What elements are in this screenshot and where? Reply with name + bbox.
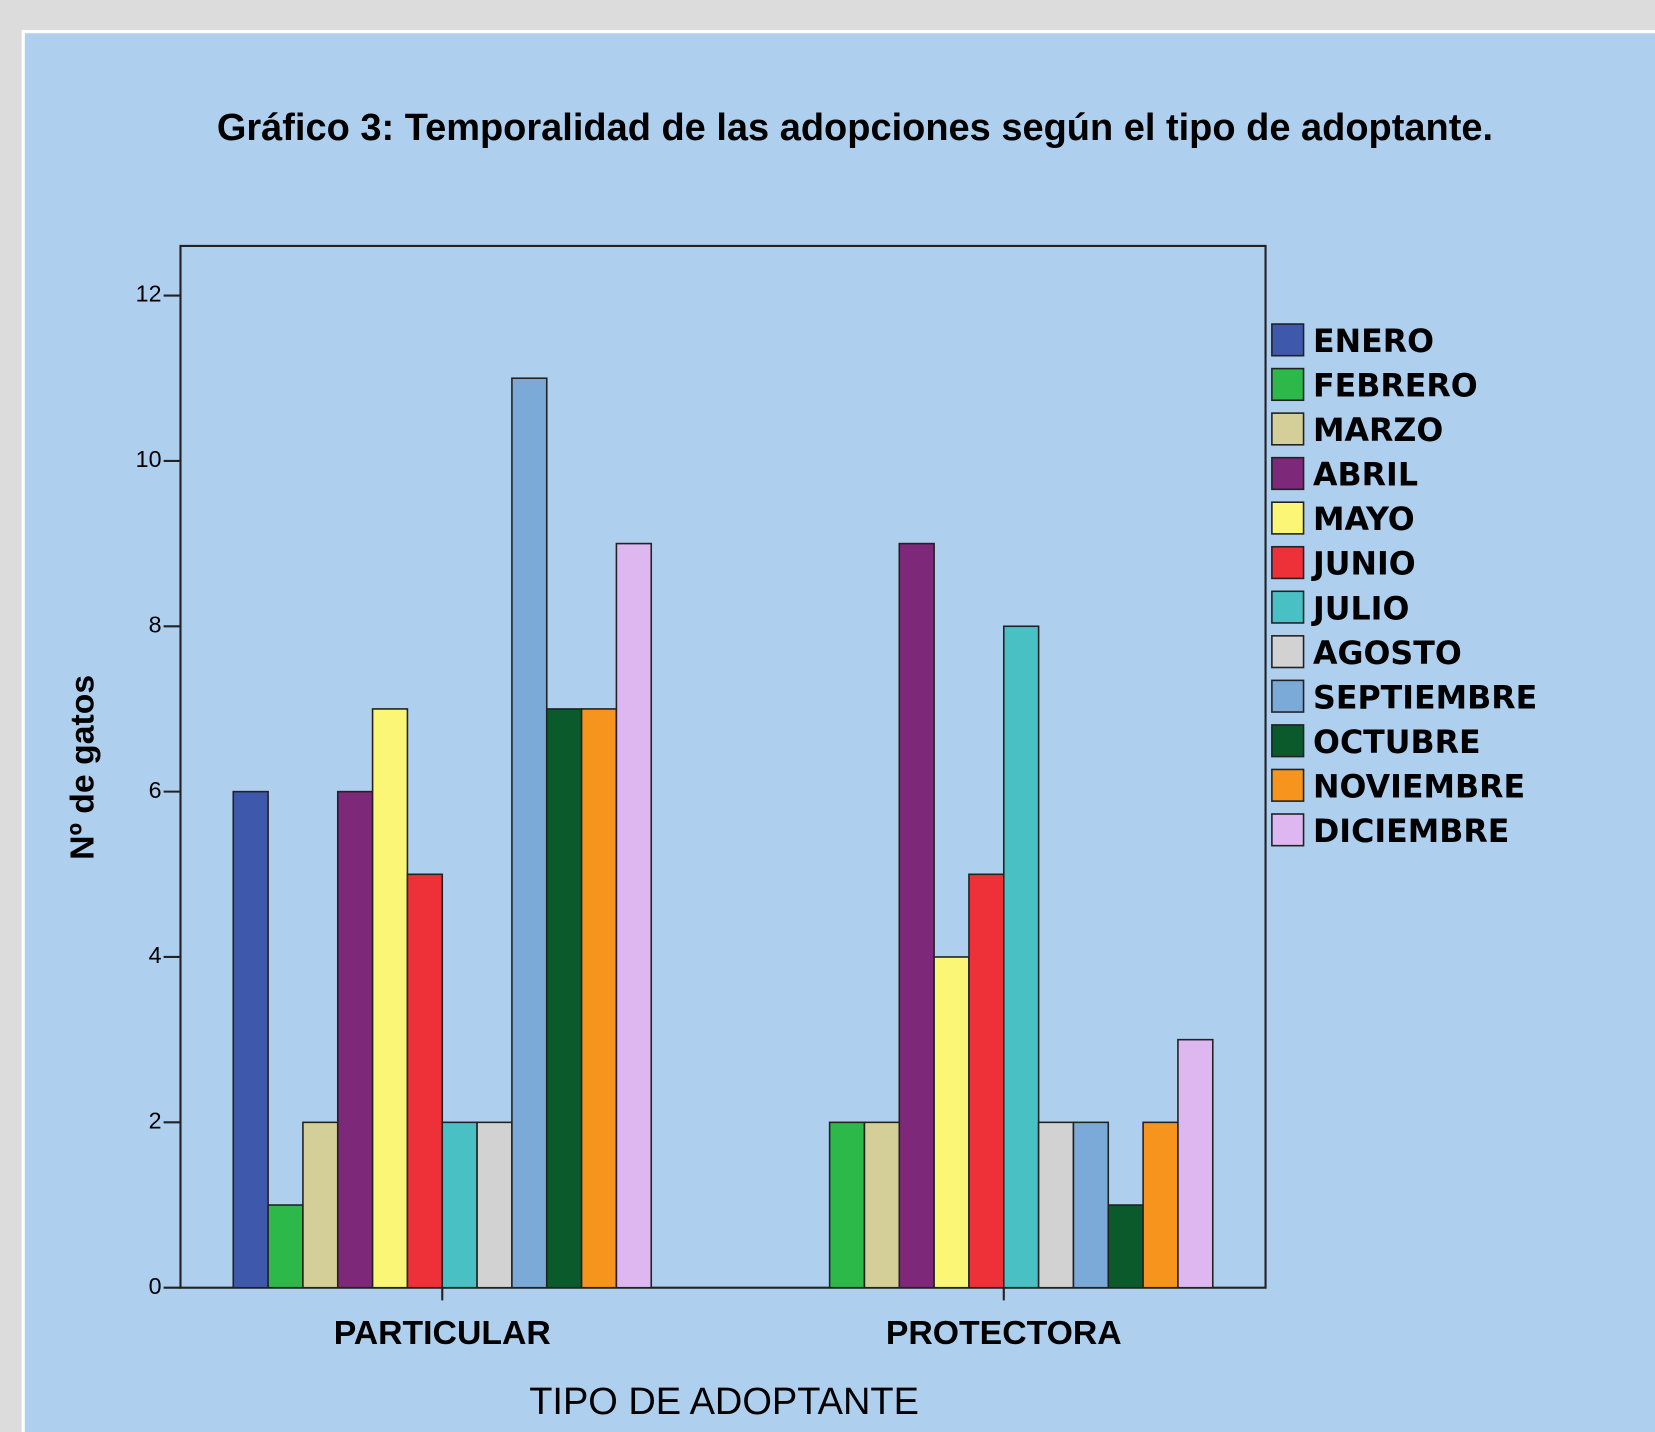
bar bbox=[371, 708, 409, 1289]
bar bbox=[1072, 1121, 1110, 1289]
x-tick-label: PARTICULAR bbox=[334, 1314, 551, 1352]
bar bbox=[1142, 1121, 1179, 1289]
legend-swatch bbox=[1271, 323, 1305, 357]
legend-label: MAYO bbox=[1313, 502, 1415, 538]
legend-swatch bbox=[1271, 367, 1305, 402]
legend-swatch bbox=[1271, 412, 1305, 446]
legend-label: SEPTIEMBRE bbox=[1313, 680, 1537, 716]
bar bbox=[336, 790, 374, 1289]
legend-label: JULIO bbox=[1311, 591, 1409, 627]
bar bbox=[545, 708, 583, 1289]
bar bbox=[511, 377, 548, 1289]
legend-swatch bbox=[1271, 768, 1305, 802]
legend-swatch bbox=[1271, 456, 1305, 491]
legend-swatch bbox=[1271, 635, 1305, 669]
bar bbox=[267, 1204, 304, 1289]
bar bbox=[1107, 1204, 1144, 1289]
chart-title: Gráfico 3: Temporalidad de las adopcione… bbox=[217, 107, 1493, 149]
legend-label: AGOSTO bbox=[1313, 636, 1462, 672]
bar bbox=[476, 1121, 513, 1289]
bar bbox=[1177, 1038, 1214, 1289]
x-tick-label: PROTECTORA bbox=[886, 1314, 1122, 1352]
bar bbox=[302, 1121, 339, 1289]
bar bbox=[898, 542, 935, 1289]
legend-swatch bbox=[1271, 679, 1305, 713]
legend-label: JUNIO bbox=[1311, 547, 1416, 583]
y-tick-label: 10 bbox=[136, 446, 162, 472]
bar bbox=[828, 1121, 866, 1289]
legend-label: FEBRERO bbox=[1313, 369, 1478, 405]
bar bbox=[441, 1121, 478, 1289]
bar bbox=[863, 1121, 901, 1289]
y-tick-label: 4 bbox=[149, 942, 162, 968]
legend-swatch bbox=[1271, 813, 1305, 847]
bar bbox=[406, 873, 444, 1289]
legend-label: MARZO bbox=[1313, 413, 1443, 449]
x-axis-title: TIPO DE ADOPTANTE bbox=[529, 1381, 919, 1423]
legend-swatch bbox=[1271, 545, 1305, 580]
legend-label: DICIEMBRE bbox=[1313, 814, 1509, 850]
plot-frame bbox=[179, 244, 1267, 1289]
legend-label: ENERO bbox=[1313, 324, 1434, 360]
legend-label: NOVIEMBRE bbox=[1313, 769, 1525, 805]
bar bbox=[1002, 625, 1040, 1289]
bar bbox=[232, 790, 269, 1289]
y-axis-title: Nº de gatos bbox=[63, 675, 101, 860]
y-tick-label: 0 bbox=[149, 1273, 162, 1299]
legend-swatch bbox=[1271, 724, 1305, 758]
y-tick-label: 6 bbox=[149, 777, 162, 803]
y-tick-label: 12 bbox=[136, 281, 162, 307]
bar bbox=[968, 873, 1005, 1289]
legend-swatch bbox=[1271, 590, 1305, 624]
legend-label: ABRIL bbox=[1313, 458, 1418, 494]
bar bbox=[1037, 1121, 1075, 1289]
bar bbox=[580, 708, 618, 1289]
legend-swatch bbox=[1271, 501, 1305, 535]
legend-label: OCTUBRE bbox=[1313, 725, 1481, 761]
y-tick-label: 2 bbox=[149, 1107, 162, 1133]
bar bbox=[933, 956, 970, 1289]
y-tick-label: 8 bbox=[149, 611, 162, 637]
bar bbox=[615, 542, 653, 1289]
